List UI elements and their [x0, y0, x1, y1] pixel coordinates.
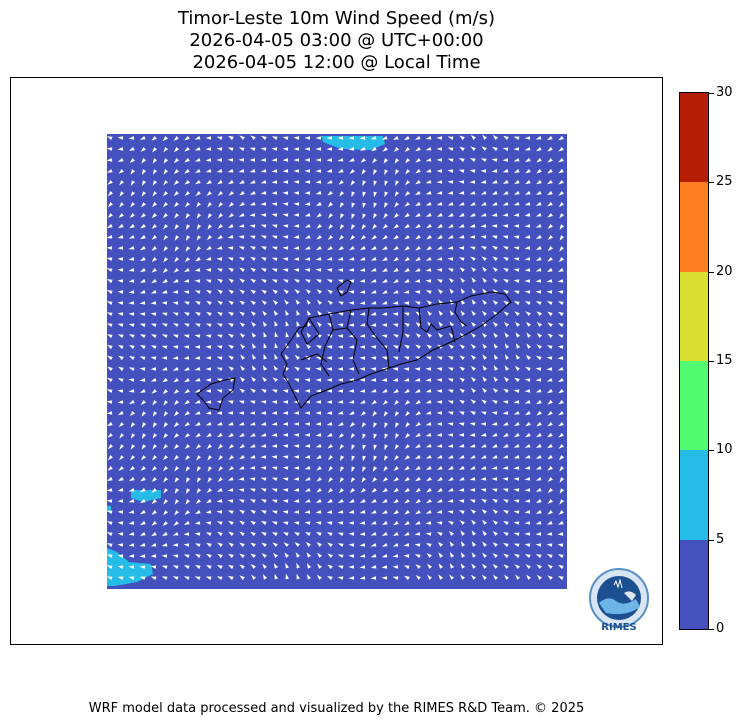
rimes-logo — [589, 568, 649, 628]
colorbar-tick-label: 25 — [716, 174, 733, 190]
colorbar-tick-label: 15 — [716, 353, 733, 368]
timor-leste-outline — [280, 291, 512, 409]
colorbar-tick-label: 20 — [716, 263, 733, 279]
colorbar-tick-mark — [709, 93, 714, 94]
district-border — [398, 306, 404, 353]
map-title: Timor-Leste 10m Wind Speed (m/s) — [177, 8, 496, 29]
colorbar-tick-mark — [709, 361, 714, 362]
colorbar-segment-2 — [680, 361, 708, 451]
wind-patch-north — [321, 136, 385, 150]
colorbar-tick-label: 5 — [716, 531, 725, 547]
wind-map — [106, 134, 567, 589]
colorbar-segment-4 — [680, 182, 708, 272]
colorbar-tick-label: 10 — [716, 442, 733, 458]
local-time-label: 2026-04-05 12:00 @ Local Time — [192, 52, 481, 73]
district-border — [418, 307, 456, 343]
colorbar-tick-label: 0 — [716, 621, 725, 636]
colorbar-tick-mark — [709, 450, 714, 452]
map-panel — [10, 77, 663, 645]
colorbar-tick-mark — [709, 629, 714, 630]
colorbar-segment-5 — [680, 93, 708, 183]
district-border — [346, 309, 360, 375]
logo-text: RIMES — [601, 622, 637, 633]
district-border — [320, 313, 334, 377]
colorbar — [679, 92, 709, 630]
colorbar-tick-mark — [709, 271, 714, 273]
colorbar-tick-label: 30 — [716, 85, 733, 100]
wind-vectors — [106, 134, 565, 581]
utc-time-label: 2026-04-05 03:00 @ UTC+00:00 — [189, 30, 484, 51]
oecusse-outline — [196, 377, 236, 411]
wind-speed-field — [107, 134, 567, 589]
wind-patch-edge — [107, 506, 111, 512]
footer-credit: WRF model data processed and visualized … — [88, 701, 585, 716]
colorbar-segment-0 — [680, 539, 708, 629]
district-border — [300, 317, 320, 345]
wind-arrow-set — [106, 134, 565, 581]
district-border — [300, 353, 328, 363]
district-border — [366, 307, 390, 369]
country-borders — [196, 279, 512, 411]
colorbar-tick-mark — [709, 182, 714, 184]
colorbar-segment-1 — [680, 450, 708, 540]
atauro-island-outline — [336, 279, 352, 297]
wind-patch-west — [131, 490, 161, 502]
colorbar-segment-3 — [680, 271, 708, 361]
district-border — [454, 301, 468, 327]
colorbar-tick-mark — [709, 539, 714, 541]
district-border — [332, 327, 348, 331]
